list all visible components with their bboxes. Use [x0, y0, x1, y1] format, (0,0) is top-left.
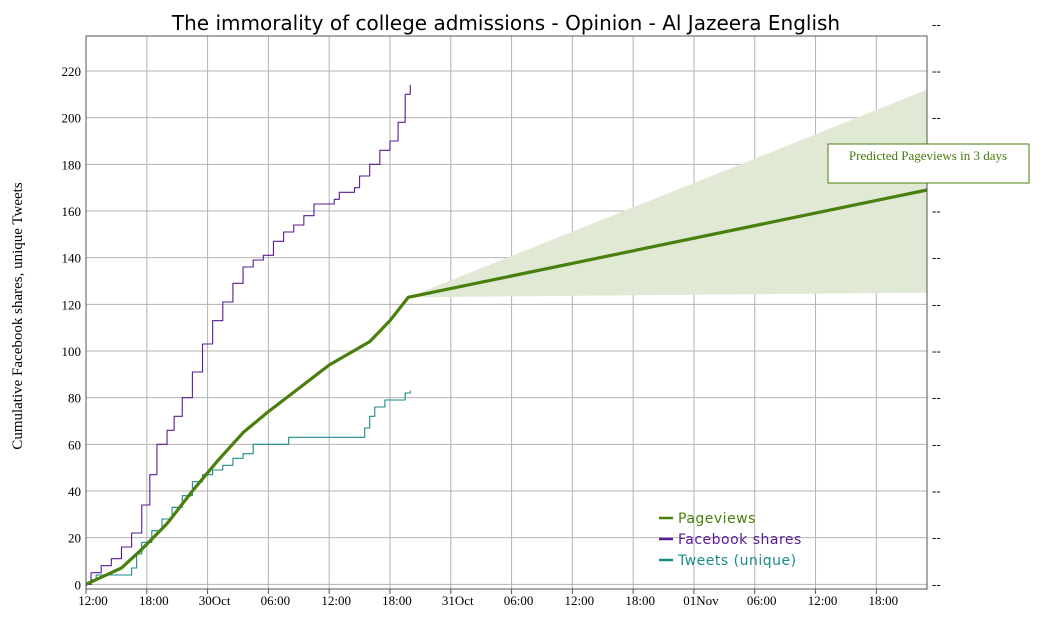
- x-tick-label: 12:00: [808, 593, 838, 608]
- x-tick-label: 12:00: [321, 593, 351, 608]
- callout-box: Predicted Pageviews in 3 days: [827, 143, 1030, 184]
- x-tick-label: 06:00: [261, 593, 291, 608]
- y-tick-label: 40: [68, 484, 81, 499]
- callout-frame: [827, 143, 1030, 184]
- y-tick-label: 80: [68, 391, 81, 406]
- right-tick-label: --: [932, 436, 941, 451]
- right-tick-label: --: [932, 63, 941, 78]
- series-line-facebook-shares: [86, 85, 411, 585]
- x-tick-label: 06:00: [747, 593, 777, 608]
- right-tick-label: --: [932, 576, 941, 591]
- right-tick-label: --: [932, 483, 941, 498]
- right-tick-label: --: [932, 110, 941, 125]
- y-tick-label: 60: [68, 437, 81, 452]
- right-tick-label: --: [932, 530, 941, 545]
- series-line-tweets-unique: [86, 390, 411, 585]
- legend: Pageviews Facebook shares Tweets (unique): [659, 511, 802, 569]
- series-line-pageviews: [85, 188, 928, 586]
- plot-frame: [85, 35, 928, 590]
- y-tick-label: 180: [62, 157, 82, 172]
- x-tick-label: 01Nov: [683, 593, 719, 608]
- chart-title: The immorality of college admissions - O…: [171, 11, 840, 35]
- legend-label-pageviews: Pageviews: [678, 511, 756, 527]
- x-tick-label: 12:00: [565, 593, 595, 608]
- series-layer: [85, 85, 928, 586]
- prediction-band-layer: [408, 89, 927, 298]
- x-tick-label: 31Oct: [442, 593, 474, 608]
- right-axis-ticks: --------------------------: [932, 16, 941, 591]
- y-axis-label: Cumulative Facebook shares, unique Tweet…: [10, 182, 26, 450]
- y-tick-label: 120: [62, 297, 82, 312]
- y-axis-ticks: 0 20 40 60 80 100 120 140 160 180 200 220: [62, 64, 82, 592]
- x-tick-label: 18:00: [139, 593, 169, 608]
- right-tick-label: --: [932, 16, 941, 31]
- y-tick-label: 220: [62, 64, 82, 79]
- callout-text: Predicted Pageviews in 3 days: [849, 148, 1007, 163]
- legend-label-tweets-unique: Tweets (unique): [677, 553, 797, 569]
- y-tick-label: 200: [62, 111, 82, 126]
- prediction-band: [408, 89, 927, 298]
- right-tick-label: --: [932, 250, 941, 265]
- x-tick-label: 12:00: [78, 593, 108, 608]
- x-tick-label: 30Oct: [199, 593, 231, 608]
- x-tick-label: 18:00: [625, 593, 655, 608]
- y-tick-label: 20: [68, 531, 81, 546]
- right-tick-label: --: [932, 343, 941, 358]
- x-tick-label: 18:00: [382, 593, 412, 608]
- right-tick-label: --: [932, 390, 941, 405]
- right-tick-label: --: [932, 203, 941, 218]
- y-tick-label: 0: [75, 577, 82, 592]
- legend-label-facebook-shares: Facebook shares: [678, 532, 802, 548]
- x-tick-label: 18:00: [869, 593, 899, 608]
- x-tick-label: 06:00: [504, 593, 534, 608]
- x-axis-ticks: 12:00 18:00 30Oct 06:00 12:00 18:00 31Oct 06:00…: [78, 589, 898, 608]
- y-tick-label: 100: [62, 344, 82, 359]
- right-tick-label: --: [932, 296, 941, 311]
- y-tick-label: 140: [62, 251, 82, 266]
- y-tick-label: 160: [62, 204, 82, 219]
